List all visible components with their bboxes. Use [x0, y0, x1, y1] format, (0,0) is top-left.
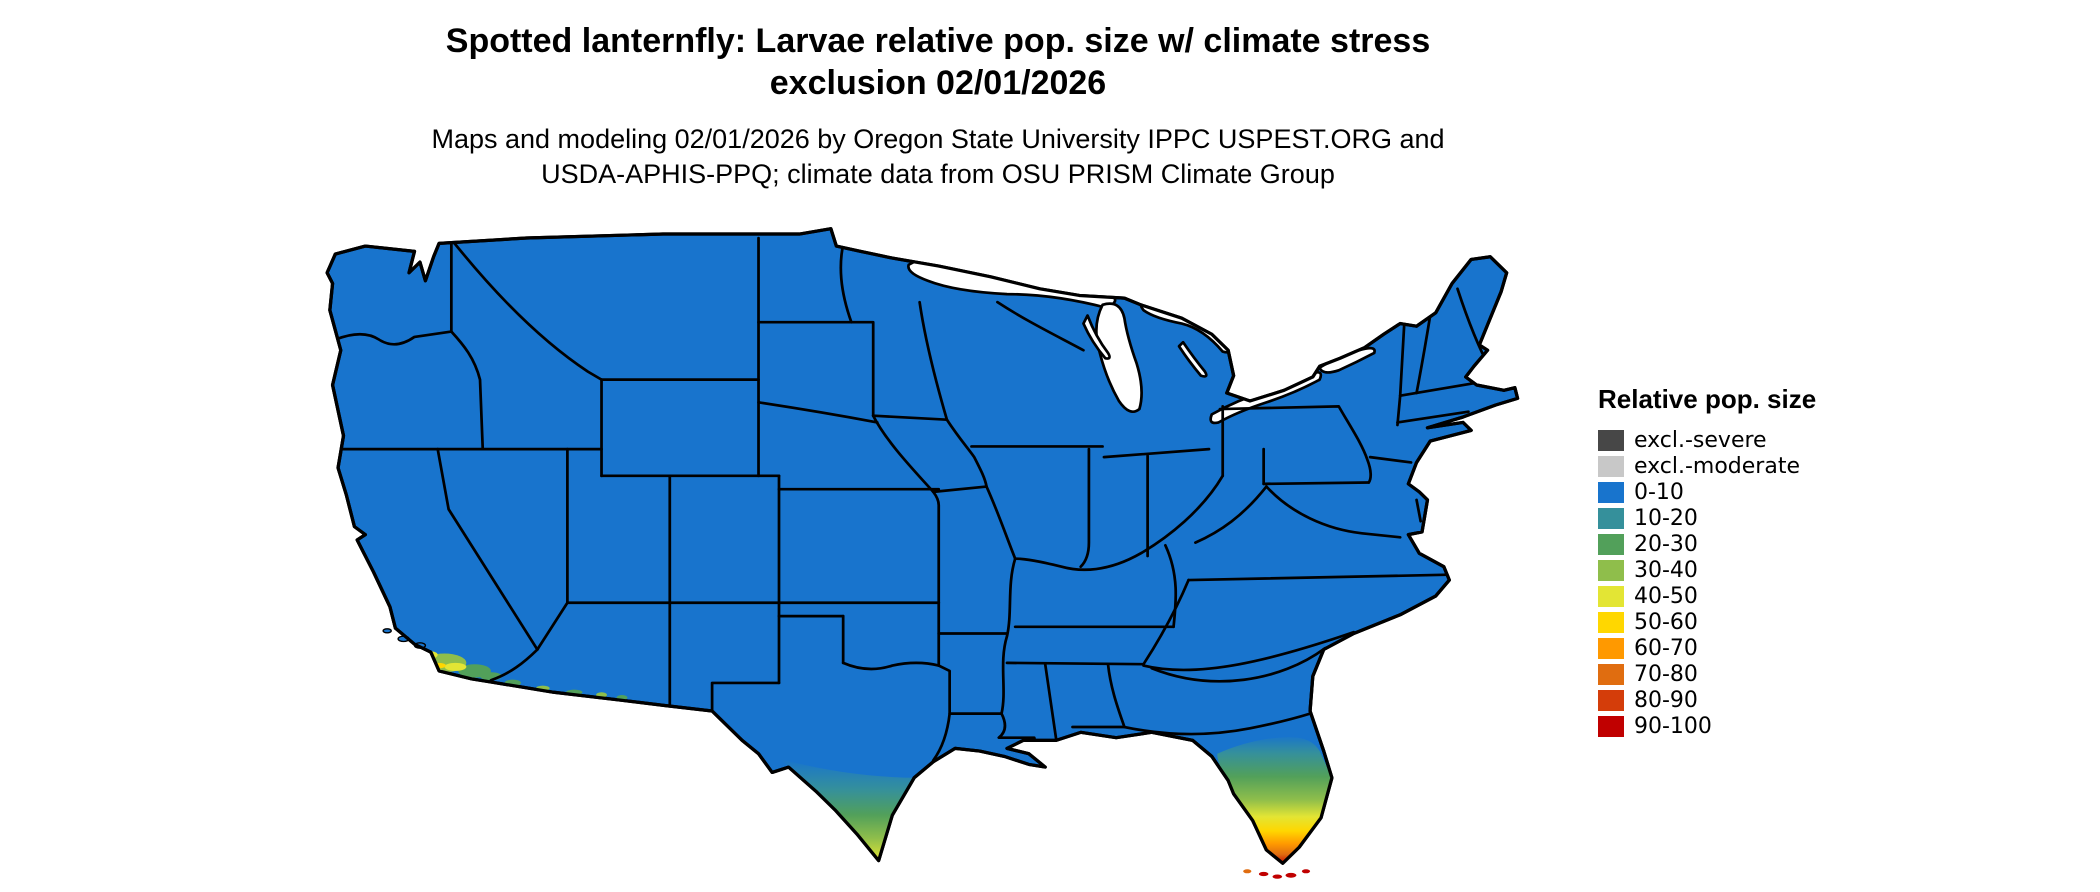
- map-title: Spotted lanternfly: Larvae relative pop.…: [310, 20, 1566, 104]
- legend-item: 70-80: [1598, 661, 1898, 687]
- legend-label: 30-40: [1634, 557, 1698, 583]
- legend-item: 30-40: [1598, 557, 1898, 583]
- legend-swatch: [1598, 559, 1624, 581]
- legend-item: 80-90: [1598, 687, 1898, 713]
- florida-key: [1258, 871, 1269, 877]
- legend-item: 10-20: [1598, 505, 1898, 531]
- map-title-line2: exclusion 02/01/2026: [769, 64, 1107, 102]
- legend-swatch: [1598, 715, 1624, 737]
- florida-gradient-region: [1217, 737, 1332, 864]
- legend-items: excl.-severe excl.-moderate 0-10 10-20 20-30…: [1598, 427, 1898, 739]
- legend-swatch: [1598, 455, 1624, 477]
- legend-label: excl.-moderate: [1634, 453, 1800, 479]
- legend-label: 10-20: [1634, 505, 1698, 531]
- legend-swatch: [1598, 611, 1624, 633]
- legend-item: excl.-moderate: [1598, 453, 1898, 479]
- legend-item: 60-70: [1598, 635, 1898, 661]
- legend-title: Relative pop. size: [1598, 384, 1817, 414]
- florida-key: [1301, 869, 1311, 874]
- us-map-container: [308, 222, 1564, 890]
- legend-swatch: [1598, 585, 1624, 607]
- legend-label: 60-70: [1634, 635, 1698, 661]
- legend-item: 90-100: [1598, 713, 1898, 739]
- legend-label: 50-60: [1634, 609, 1698, 635]
- saginaw-bay: [1177, 340, 1208, 378]
- florida-key: [1243, 869, 1252, 874]
- legend-label: 40-50: [1634, 583, 1698, 609]
- legend-label: 90-100: [1634, 713, 1712, 739]
- legend: Relative pop. size excl.-severe excl.-mod…: [1598, 384, 1898, 739]
- florida-key: [1272, 874, 1283, 879]
- legend-swatch: [1598, 481, 1624, 503]
- legend-swatch: [1598, 507, 1624, 529]
- us-map: [325, 227, 1520, 879]
- legend-label: 0-10: [1634, 479, 1684, 505]
- legend-item: 50-60: [1598, 609, 1898, 635]
- legend-item: 40-50: [1598, 583, 1898, 609]
- legend-item: 20-30: [1598, 531, 1898, 557]
- legend-label: 70-80: [1634, 661, 1698, 687]
- legend-label: 80-90: [1634, 687, 1698, 713]
- legend-item: 0-10: [1598, 479, 1898, 505]
- channel-island: [382, 628, 392, 634]
- map-subtitle-line1: Maps and modeling 02/01/2026 by Oregon S…: [431, 124, 1445, 154]
- legend-swatch: [1598, 689, 1624, 711]
- legend-item: excl.-severe: [1598, 427, 1898, 453]
- florida-key: [1285, 872, 1297, 878]
- legend-swatch: [1598, 663, 1624, 685]
- map-title-line1: Spotted lanternfly: Larvae relative pop.…: [445, 22, 1431, 60]
- legend-label: excl.-severe: [1634, 427, 1767, 453]
- legend-swatch: [1598, 533, 1624, 555]
- legend-label: 20-30: [1634, 531, 1698, 557]
- map-subtitle: Maps and modeling 02/01/2026 by Oregon S…: [310, 122, 1566, 192]
- map-subtitle-line2: USDA-APHIS-PPQ; climate data from OSU PR…: [541, 159, 1335, 189]
- green-bay: [1082, 314, 1111, 360]
- legend-swatch: [1598, 429, 1624, 451]
- legend-swatch: [1598, 637, 1624, 659]
- state-borders: [333, 236, 1492, 762]
